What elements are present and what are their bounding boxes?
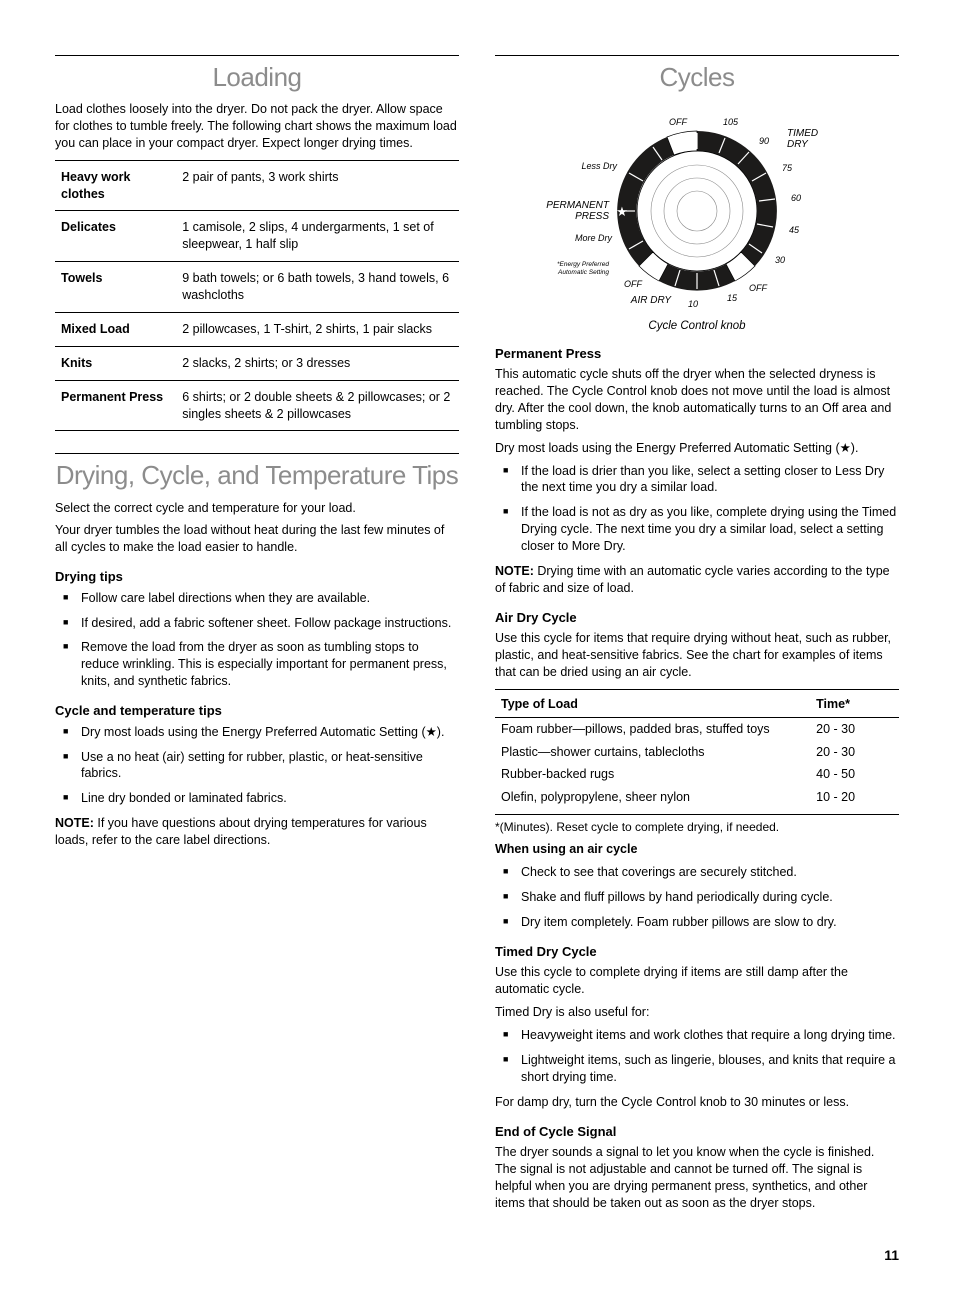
- svg-text:105: 105: [723, 117, 739, 127]
- svg-text:More Dry: More Dry: [575, 233, 613, 243]
- list-item: Remove the load from the dryer as soon a…: [55, 639, 459, 690]
- timed-dry-p2: Timed Dry is also useful for:: [495, 1004, 899, 1021]
- table-row: Heavy work clothes2 pair of pants, 3 wor…: [55, 160, 459, 211]
- tips-p1: Select the correct cycle and temperature…: [55, 500, 459, 517]
- eoc-heading: End of Cycle Signal: [495, 1123, 899, 1141]
- svg-text:10: 10: [688, 299, 698, 309]
- perm-press-heading: Permanent Press: [495, 345, 899, 363]
- drying-tips-heading: Drying tips: [55, 568, 459, 586]
- table-row: Permanent Press6 shirts; or 2 double she…: [55, 380, 459, 431]
- table-row: Delicates1 camisole, 2 slips, 4 undergar…: [55, 211, 459, 262]
- perm-press-list: If the load is drier than you like, sele…: [495, 463, 899, 555]
- table-row: Towels9 bath towels; or 6 bath towels, 3…: [55, 262, 459, 313]
- col-header: Type of Load: [495, 689, 810, 717]
- perm-press-p2: Dry most loads using the Energy Preferre…: [495, 440, 899, 457]
- svg-text:PRESS: PRESS: [575, 211, 609, 222]
- table-row: Plastic—shower curtains, tablecloths20 -…: [495, 741, 899, 764]
- cycle-tips-list: Dry most loads using the Energy Preferre…: [55, 724, 459, 808]
- cycle-dial: ★ OFF 105 90 TIMED DRY 75 60 45 30: [495, 101, 899, 335]
- air-dry-when-list: Check to see that coverings are securely…: [495, 864, 899, 931]
- svg-text:*Energy Preferred: *Energy Preferred: [557, 261, 609, 268]
- note-text: If you have questions about drying tempe…: [55, 816, 427, 847]
- cycles-title: Cycles: [495, 55, 899, 95]
- svg-text:OFF: OFF: [669, 117, 687, 127]
- svg-text:★: ★: [616, 204, 628, 219]
- svg-text:DRY: DRY: [787, 139, 809, 150]
- svg-text:60: 60: [791, 193, 801, 203]
- table-row: Olefin, polypropylene, sheer nylon10 - 2…: [495, 786, 899, 814]
- list-item: If desired, add a fabric softener sheet.…: [55, 615, 459, 632]
- list-item: Lightweight items, such as lingerie, blo…: [495, 1052, 899, 1086]
- note-text: Drying time with an automatic cycle vari…: [495, 564, 890, 595]
- list-item: If the load is drier than you like, sele…: [495, 463, 899, 497]
- list-item: Shake and fluff pillows by hand periodic…: [495, 889, 899, 906]
- dial-svg: ★ OFF 105 90 TIMED DRY 75 60 45 30: [527, 101, 867, 321]
- timed-dry-list: Heavyweight items and work clothes that …: [495, 1027, 899, 1086]
- svg-text:30: 30: [775, 255, 785, 265]
- air-dry-footnote: *(Minutes). Reset cycle to complete dryi…: [495, 819, 899, 835]
- cycle-tips-heading: Cycle and temperature tips: [55, 702, 459, 720]
- svg-text:Automatic Setting: Automatic Setting: [557, 269, 609, 276]
- page-number: 11: [55, 1246, 899, 1265]
- air-dry-heading: Air Dry Cycle: [495, 609, 899, 627]
- perm-press-p1: This automatic cycle shuts off the dryer…: [495, 366, 899, 434]
- air-dry-p1: Use this cycle for items that require dr…: [495, 630, 899, 681]
- list-item: Dry most loads using the Energy Preferre…: [55, 724, 459, 741]
- eoc-p: The dryer sounds a signal to let you kno…: [495, 1144, 899, 1212]
- col-header: Time*: [810, 689, 899, 717]
- timed-dry-p3: For damp dry, turn the Cycle Control kno…: [495, 1094, 899, 1111]
- table-row: Foam rubber—pillows, padded bras, stuffe…: [495, 717, 899, 740]
- list-item: Line dry bonded or laminated fabrics.: [55, 790, 459, 807]
- loading-title: Loading: [55, 55, 459, 95]
- svg-text:OFF: OFF: [749, 283, 767, 293]
- svg-text:90: 90: [759, 136, 769, 146]
- svg-text:OFF: OFF: [624, 279, 642, 289]
- svg-text:75: 75: [782, 163, 793, 173]
- list-item: If the load is not as dry as you like, c…: [495, 504, 899, 555]
- page-columns: Loading Load clothes loosely into the dr…: [55, 55, 899, 1218]
- svg-text:PERMANENT: PERMANENT: [546, 200, 610, 211]
- timed-dry-heading: Timed Dry Cycle: [495, 943, 899, 961]
- table-row: Knits2 slacks, 2 shirts; or 3 dresses: [55, 346, 459, 380]
- list-item: Follow care label directions when they a…: [55, 590, 459, 607]
- note-label: NOTE:: [495, 564, 534, 578]
- svg-text:AIR DRY: AIR DRY: [630, 295, 673, 306]
- perm-press-note: NOTE: Drying time with an automatic cycl…: [495, 563, 899, 597]
- loading-table: Heavy work clothes2 pair of pants, 3 wor…: [55, 160, 459, 432]
- right-column: Cycles: [495, 55, 899, 1218]
- drying-tips-list: Follow care label directions when they a…: [55, 590, 459, 690]
- table-row: Rubber-backed rugs40 - 50: [495, 763, 899, 786]
- list-item: Dry item completely. Foam rubber pillows…: [495, 914, 899, 931]
- left-column: Loading Load clothes loosely into the dr…: [55, 55, 459, 1218]
- list-item: Check to see that coverings are securely…: [495, 864, 899, 881]
- svg-text:Less Dry: Less Dry: [581, 161, 617, 171]
- svg-text:15: 15: [727, 293, 738, 303]
- air-dry-when-heading: When using an air cycle: [495, 841, 899, 858]
- note-label: NOTE:: [55, 816, 94, 830]
- timed-dry-p1: Use this cycle to complete drying if ite…: [495, 964, 899, 998]
- svg-text:TIMED: TIMED: [787, 128, 818, 139]
- list-item: Heavyweight items and work clothes that …: [495, 1027, 899, 1044]
- tips-p2: Your dryer tumbles the load without heat…: [55, 522, 459, 556]
- air-dry-table: Type of LoadTime* Foam rubber—pillows, p…: [495, 689, 899, 815]
- dial-caption: Cycle Control knob: [495, 319, 899, 335]
- list-item: Use a no heat (air) setting for rubber, …: [55, 749, 459, 783]
- table-row: Mixed Load2 pillowcases, 1 T-shirt, 2 sh…: [55, 312, 459, 346]
- svg-text:45: 45: [789, 225, 800, 235]
- loading-intro: Load clothes loosely into the dryer. Do …: [55, 101, 459, 152]
- tips-note: NOTE: If you have questions about drying…: [55, 815, 459, 849]
- tips-title: Drying, Cycle, and Temperature Tips: [55, 453, 459, 493]
